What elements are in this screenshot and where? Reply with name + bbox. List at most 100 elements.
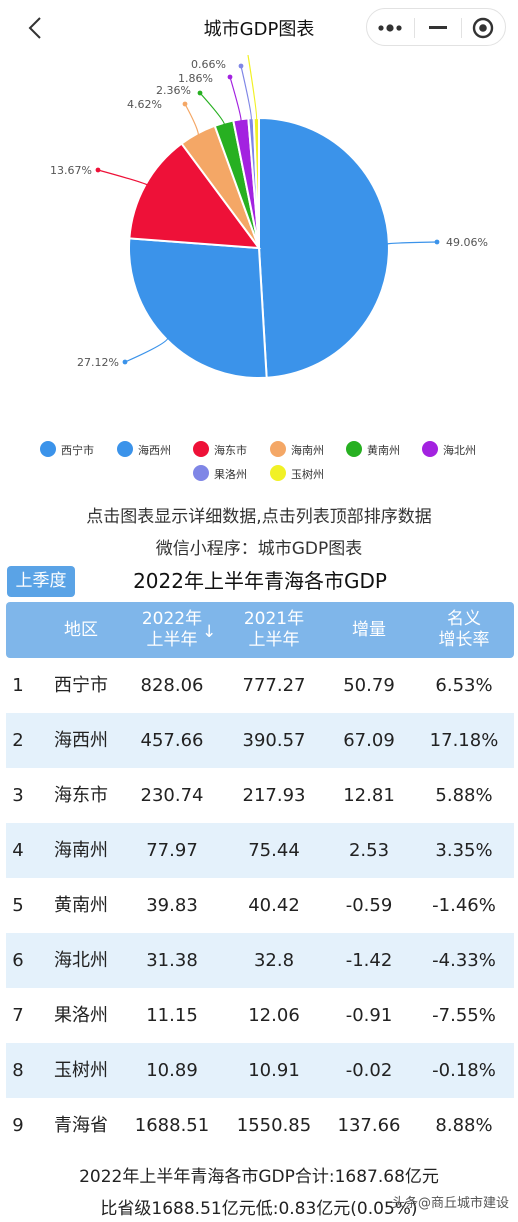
gdp-increment: 137.66	[337, 1115, 401, 1136]
column-header-region[interactable]: 地区	[46, 602, 116, 658]
watermark: 头条@商丘城市建设	[392, 1196, 510, 1211]
header-sublabel: 上半年	[248, 630, 300, 650]
leader-dot	[122, 359, 128, 365]
slice-percent-label: 27.12%	[77, 356, 119, 369]
leader-dot	[227, 74, 233, 80]
row-index: 6	[12, 950, 24, 971]
gdp-2022: 10.89	[146, 1060, 198, 1081]
region-name: 海南州	[54, 840, 108, 861]
leader-line	[247, 55, 258, 121]
legend-swatch	[193, 465, 209, 481]
pie-slice[interactable]	[128, 237, 268, 379]
slice-percent-label: 13.67%	[50, 164, 92, 177]
table-row[interactable]: 3 海东市 230.74 217.93 12.81 5.88%	[6, 768, 514, 823]
back-button[interactable]	[22, 13, 48, 43]
close-button[interactable]	[462, 9, 508, 47]
table-row[interactable]: 5 黄南州 39.83 40.42 -0.59 -1.46%	[6, 878, 514, 933]
table-row[interactable]: 7 果洛州 11.15 12.06 -0.91 -7.55%	[6, 988, 514, 1043]
table-row[interactable]: 8 玉树州 10.89 10.91 -0.02 -0.18%	[6, 1043, 514, 1098]
region-name: 海东市	[54, 785, 108, 806]
column-header-increment[interactable]: 增量	[328, 602, 410, 658]
legend-swatch	[193, 441, 209, 457]
slice-percent-label: 2.36%	[156, 84, 191, 97]
gdp-2022: 457.66	[140, 730, 204, 751]
legend-swatch	[422, 441, 438, 457]
gdp-2022: 828.06	[140, 675, 204, 696]
slice-percent-label: 0.66%	[191, 58, 226, 71]
column-header-2022[interactable]: 2022年 上半年 ↓	[124, 602, 220, 658]
total-summary: 2022年上半年青海各市GDP合计:1687.68亿元	[79, 1167, 439, 1187]
more-dots-icon	[378, 24, 402, 32]
page-title: 城市GDP图表	[203, 19, 315, 40]
growth-rate: -7.55%	[432, 1005, 496, 1026]
table-row[interactable]: 9 青海省 1688.51 1550.85 137.66 8.88%	[6, 1098, 514, 1153]
growth-rate: 5.88%	[435, 785, 493, 806]
table-row[interactable]: 2 海西州 457.66 390.57 67.09 17.18%	[6, 713, 514, 768]
gdp-2021: 1550.85	[236, 1115, 312, 1136]
slice-percent-label: 4.62%	[127, 98, 162, 111]
leader-line	[240, 65, 252, 121]
table-header: 地区 2022年 上半年 ↓ 2021年 上半年 增量 名义 增长率	[6, 602, 514, 658]
sort-down-arrow-icon: ↓	[202, 622, 217, 642]
pie-chart[interactable]: 49.06% 27.12% 13.67% 4.62% 2.36% 1.86% 0.66%	[0, 55, 518, 495]
leader-line	[199, 92, 225, 125]
column-header-2021[interactable]: 2021年 上半年	[226, 602, 322, 658]
legend-swatch	[270, 465, 286, 481]
region-name: 青海省	[54, 1115, 108, 1136]
growth-rate: 3.35%	[435, 840, 493, 861]
table-row[interactable]: 4 海南州 77.97 75.44 2.53 3.35%	[6, 823, 514, 878]
gdp-increment: 2.53	[348, 840, 390, 861]
capsule-divider	[461, 18, 462, 38]
gdp-2022: 1688.51	[134, 1115, 210, 1136]
slice-percent-label: 49.06%	[446, 236, 488, 249]
gdp-2022: 31.38	[146, 950, 198, 971]
table-row[interactable]: 1 西宁市 828.06 777.27 50.79 6.53%	[6, 658, 514, 713]
header-sublabel: 增长率	[438, 630, 490, 650]
previous-quarter-button[interactable]: 上季度	[7, 566, 75, 597]
header-label: 增量	[352, 619, 386, 640]
legend-swatch	[117, 441, 133, 457]
chevron-left-icon	[28, 17, 41, 39]
pie-slice[interactable]	[128, 142, 262, 250]
row-index: 4	[12, 840, 24, 861]
gdp-increment: 12.81	[343, 785, 395, 806]
leader-line	[124, 337, 169, 363]
gdp-increment: -0.91	[345, 1005, 393, 1026]
gdp-increment: -0.59	[345, 895, 393, 916]
miniprogram-capsule	[366, 8, 506, 46]
legend-row: 西宁市 海西州 海东市 海南州 黄南州 海北州	[0, 438, 518, 460]
column-header-growth[interactable]: 名义 增长率	[418, 602, 510, 658]
legend-label: 西宁市	[61, 444, 94, 457]
leader-line	[229, 76, 242, 122]
table-row[interactable]: 6 海北州 31.38 32.8 -1.42 -4.33%	[6, 933, 514, 988]
growth-rate: -1.46%	[432, 895, 496, 916]
region-name: 黄南州	[54, 895, 108, 916]
top-navigation-bar: 城市GDP图表	[0, 0, 518, 55]
target-close-icon	[472, 17, 494, 39]
region-name: 海西州	[54, 730, 108, 751]
region-name: 西宁市	[54, 675, 108, 696]
gdp-2021: 390.57	[242, 730, 306, 751]
growth-rate: 8.88%	[435, 1115, 493, 1136]
growth-rate: -0.18%	[432, 1060, 496, 1081]
header-label: 名义	[447, 609, 481, 629]
minimize-button[interactable]	[415, 9, 461, 47]
header-label: 地区	[64, 619, 98, 640]
leader-line	[386, 241, 438, 245]
difference-summary: 比省级1688.51亿元低:0.83亿元(0.05%)	[100, 1199, 418, 1219]
header-sublabel: 上半年	[146, 630, 198, 650]
gdp-increment: -0.02	[345, 1060, 393, 1081]
region-name: 果洛州	[54, 1005, 108, 1026]
gdp-2021: 217.93	[242, 785, 306, 806]
region-name: 玉树州	[54, 1060, 108, 1081]
gdp-2022: 77.97	[146, 840, 198, 861]
pie-slice[interactable]	[258, 116, 390, 379]
gdp-2022: 39.83	[146, 895, 198, 916]
more-button[interactable]	[367, 9, 413, 47]
pie-chart-svg[interactable]: 49.06% 27.12% 13.67% 4.62%2.36%1.86%0.66%	[0, 55, 518, 435]
gdp-2021: 75.44	[248, 840, 300, 861]
legend-swatch	[40, 441, 56, 457]
legend-row: 果洛州 玉树州	[0, 462, 518, 484]
table-title: 2022年上半年青海各市GDP	[133, 569, 387, 593]
miniprogram-hint: 微信小程序：城市GDP图表	[155, 539, 363, 559]
